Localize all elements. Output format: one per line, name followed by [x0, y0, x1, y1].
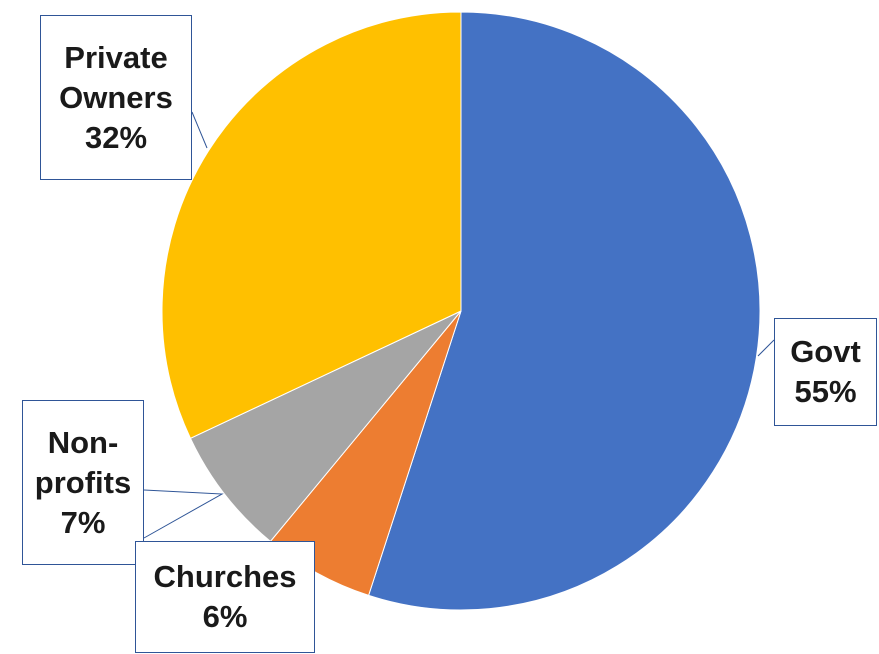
pie-slice-private-owners — [161, 11, 462, 439]
pie-slices — [161, 11, 761, 611]
data-label-churches: Churches 6% — [135, 541, 315, 653]
data-label-churches-line1: Churches — [153, 559, 297, 594]
data-label-private-owners-line1: Private — [64, 39, 168, 75]
data-label-churches-value: 6% — [202, 599, 248, 634]
pie-slice-non-profits — [189, 310, 462, 543]
data-label-private-owners: Private Owners 32% — [40, 15, 192, 180]
leader-line-private-owners — [191, 111, 208, 149]
data-label-non-profits-line2: profits — [34, 464, 132, 500]
leader-line-non-profits — [143, 489, 224, 539]
pie-slice-govt — [367, 11, 761, 611]
leader-line-govt — [757, 339, 775, 357]
leader-lines — [143, 111, 775, 539]
data-label-non-profits: Non- profits 7% — [22, 400, 144, 565]
data-label-non-profits-value: 7% — [60, 504, 106, 540]
data-label-private-owners-value: 32% — [84, 119, 148, 155]
data-label-govt: Govt 55% — [774, 318, 877, 426]
data-label-govt-value: 55% — [794, 374, 857, 409]
data-label-non-profits-line1: Non- — [47, 424, 119, 460]
data-label-private-owners-line2: Owners — [59, 79, 173, 115]
data-label-govt-line1: Govt — [790, 334, 861, 369]
